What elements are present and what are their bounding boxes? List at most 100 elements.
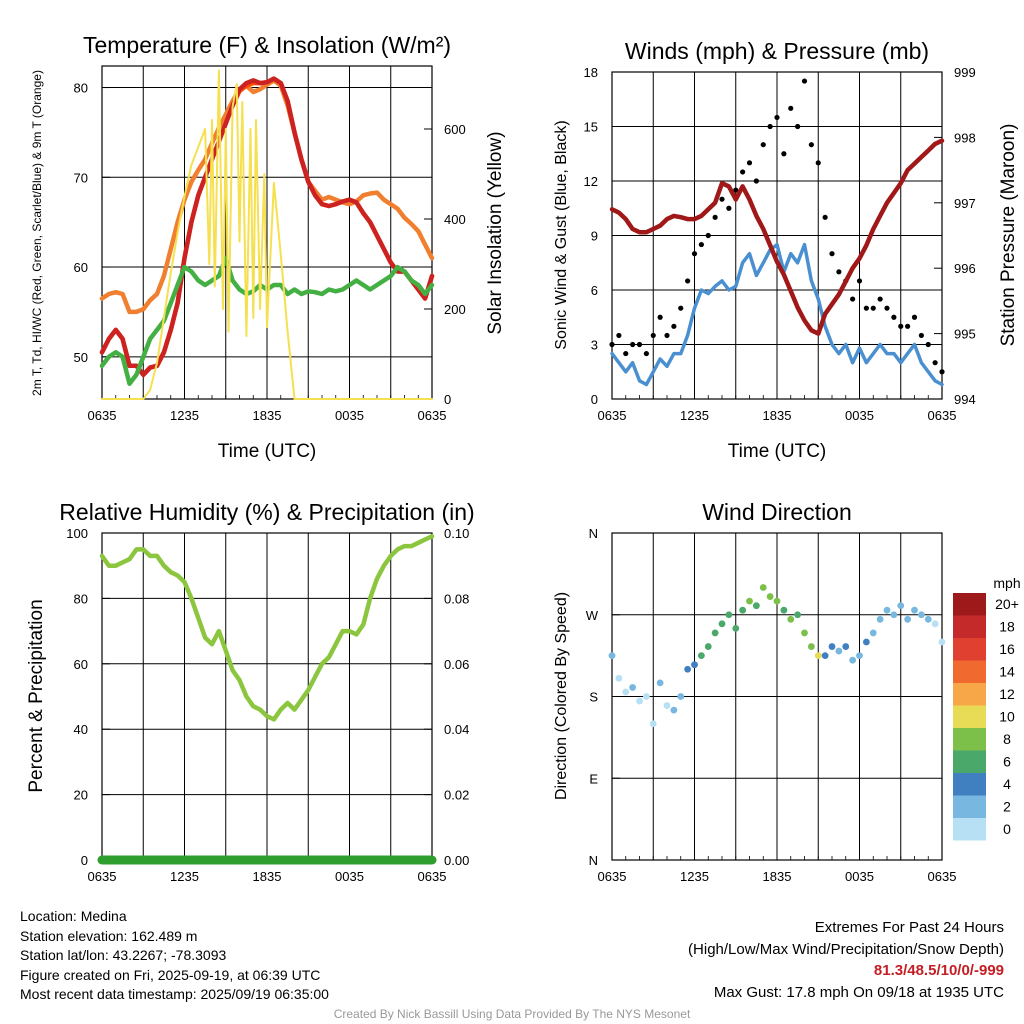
direction-chart: 0635 1235 1835 0035 0635 Wind Direction N E S W N D… [553, 499, 1021, 884]
colorbar-label: 18 [999, 619, 1015, 635]
y-axis-label-left: Direction (Colored By Speed) [553, 592, 570, 800]
colorbar-label: 16 [999, 641, 1015, 657]
y-tick-label-right: 997 [954, 196, 976, 211]
extremes-subtitle: (High/Low/Max Wind/Precipitation/Snow De… [688, 940, 1004, 958]
x-tick-label: 1835 [253, 869, 282, 884]
y-tick-label-right: 0 [444, 392, 451, 407]
colorbar-title: mph [993, 575, 1020, 591]
x-tick-label: 0035 [845, 869, 874, 884]
y-tick-label-left: 80 [74, 81, 88, 96]
colorbar-label: 8 [1003, 731, 1011, 747]
gust-point [884, 305, 890, 311]
gust-point [815, 160, 821, 166]
direction-point [869, 629, 877, 637]
gust-point [685, 278, 691, 284]
y-tick-label-left: N [589, 853, 598, 868]
direction-point [931, 620, 939, 628]
x-tick-label: 1235 [680, 408, 709, 423]
gust-point [657, 314, 663, 320]
speed-colorbar: mph 20+ 18 16 14 12 10 8 6 4 2 0 [953, 575, 1021, 841]
direction-point [876, 615, 884, 623]
direction-point [746, 597, 753, 605]
y-tick-label-left: 0 [591, 392, 598, 407]
gust-point [623, 350, 629, 357]
direction-point [862, 638, 870, 646]
direction-point [780, 606, 788, 614]
series-line-solar [101, 69, 433, 400]
x-tick-label: 1835 [253, 408, 282, 423]
direction-point [842, 643, 850, 650]
gust-point [678, 305, 684, 311]
gust-point [863, 305, 869, 311]
chart-title: Winds (mph) & Pressure (mb) [625, 38, 929, 64]
y-tick-label-right: 996 [954, 261, 976, 276]
colorbar-label: 14 [999, 664, 1015, 680]
gust-point [918, 332, 924, 339]
y-tick-label-left: 18 [584, 65, 598, 80]
colorbar-swatch [953, 705, 986, 728]
direction-point [856, 652, 863, 660]
y-tick-label-left: 40 [74, 722, 88, 737]
y-tick-label-left: 15 [584, 120, 598, 135]
y-tick-label-left: 6 [591, 283, 598, 298]
x-axis-label: Time (UTC) [218, 441, 317, 462]
most-recent-timestamp: Most recent data timestamp: 2025/09/19 0… [20, 986, 329, 1003]
extremes-title: Extremes For Past 24 Hours [814, 919, 1004, 936]
gust-point [774, 114, 780, 121]
y-tick-label-left: 3 [591, 338, 598, 353]
y-tick-label-right: 999 [954, 65, 976, 80]
colorbar-swatch [953, 638, 986, 661]
direction-point [670, 706, 678, 714]
max-gust: Max Gust: 17.8 mph On 09/18 at 1935 UTC [713, 983, 1004, 1001]
gust-point [822, 214, 828, 220]
direction-point [615, 674, 623, 682]
y-tick-label-right: 995 [954, 327, 976, 342]
gust-point [691, 251, 698, 257]
colorbar-label: 4 [1003, 776, 1011, 792]
y-tick-label-left: 12 [584, 174, 598, 189]
y-tick-label-left: W [586, 608, 599, 623]
direction-point [924, 615, 932, 623]
extremes-box: Extremes For Past 24 Hours (High/Low/Max… [688, 917, 1004, 1003]
direction-point [704, 643, 712, 650]
y-tick-label-left: 20 [74, 788, 88, 803]
gust-point [650, 332, 656, 339]
x-tick-label: 1835 [763, 869, 792, 884]
series-line-t9m [99, 78, 435, 315]
gust-point [616, 332, 622, 339]
colorbar-label: 6 [1003, 754, 1011, 770]
gust-point [636, 341, 643, 348]
gust-point [808, 142, 814, 148]
gust-point [925, 341, 931, 348]
direction-point [787, 615, 795, 623]
direction-point [649, 720, 657, 728]
gust-point [870, 305, 876, 311]
y-tick-label-right: 994 [954, 392, 976, 407]
y-tick-label-left: 60 [74, 657, 88, 672]
gust-point [850, 296, 856, 302]
gust-point [705, 232, 711, 239]
y-tick-label-right: 200 [444, 302, 466, 317]
y-axis-label-left: Percent & Precipitation [26, 599, 47, 792]
colorbar-label: 2 [1003, 799, 1011, 815]
humidity-chart: 0635 1235 1835 0035 0635 Relative Humidity (%… [26, 499, 475, 884]
gust-point [877, 296, 883, 302]
colorbar-swatch [953, 773, 986, 796]
gust-point [939, 369, 945, 375]
gust-point [643, 350, 649, 357]
x-tick-label: 0635 [418, 408, 447, 423]
y-tick-label-left: E [589, 771, 598, 786]
colorbar-label: 10 [999, 709, 1015, 725]
colorbar-label: 20+ [995, 596, 1019, 612]
direction-point [752, 602, 760, 610]
gust-point [795, 123, 801, 130]
colorbar-swatch [953, 683, 986, 706]
y-tick-label-left: 100 [66, 526, 88, 541]
gust-point [801, 78, 808, 84]
gust-point [891, 314, 897, 320]
direction-point [718, 620, 726, 628]
direction-point [677, 693, 685, 700]
y-tick-label-right: 0.10 [444, 526, 469, 541]
y-tick-label-left: 9 [591, 229, 598, 244]
